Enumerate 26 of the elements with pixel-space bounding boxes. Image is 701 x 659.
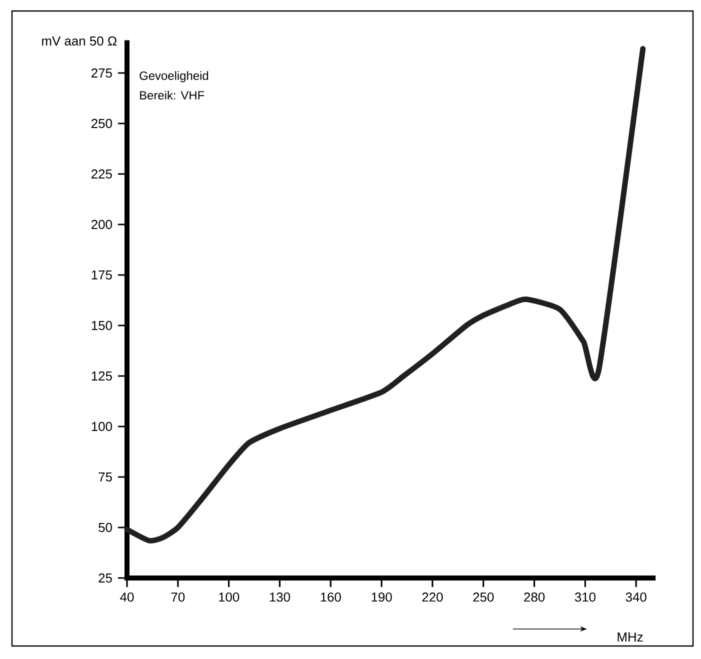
y-tick-label: 225 [92, 169, 112, 179]
x-tick-label: 220 [422, 592, 443, 602]
x-tick-label: 130 [270, 592, 290, 602]
y-tick-label: 175 [92, 270, 112, 280]
y-tick-label: 75 [98, 472, 112, 482]
x-tick-label: 250 [473, 592, 494, 602]
y-axis-title: mV aan 50 Ω [42, 36, 117, 46]
annotation: Bereik: VHF [140, 90, 204, 100]
x-tick-label: 340 [626, 592, 646, 602]
x-tick-label: 100 [219, 592, 240, 602]
y-tick-label: 25 [98, 573, 112, 583]
x-axis-title: MHz [618, 632, 643, 642]
annotation: Gevoeligheid [140, 71, 208, 82]
y-tick-label: 50 [98, 522, 112, 532]
x-tick-label: 40 [120, 592, 134, 602]
y-tick-label: 200 [92, 220, 112, 230]
y-tick-label: 250 [92, 118, 112, 128]
x-tick-label: 70 [171, 592, 185, 602]
x-tick-label: 280 [524, 592, 545, 602]
y-tick-label: 100 [92, 422, 112, 432]
x-tick-label: 160 [320, 592, 341, 602]
x-tick-label: 190 [372, 592, 392, 602]
y-tick-label: 275 [92, 68, 112, 78]
y-tick-label: 150 [92, 320, 112, 330]
y-tick-label: 125 [92, 371, 112, 381]
x-tick-label: 310 [574, 592, 596, 602]
